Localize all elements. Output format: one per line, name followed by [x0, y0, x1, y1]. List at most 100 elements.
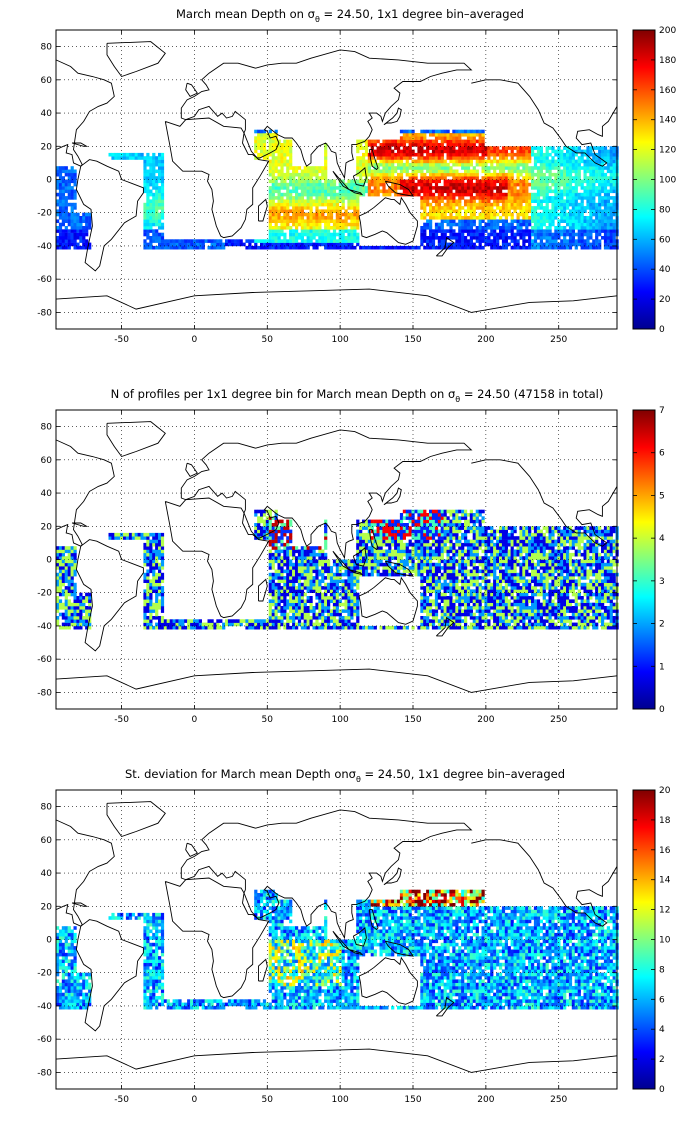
data-cell — [466, 222, 471, 227]
data-cell — [155, 159, 159, 164]
data-cell — [612, 159, 616, 164]
data-cell — [362, 566, 366, 570]
data-cell — [160, 186, 165, 190]
data-cell — [347, 616, 351, 620]
data-cell — [353, 582, 357, 587]
data-cell — [146, 169, 150, 174]
data-cell — [271, 562, 275, 567]
data-cell — [516, 245, 520, 250]
data-cell — [344, 245, 348, 250]
data-cell — [580, 179, 584, 184]
data-cell — [335, 602, 339, 607]
data-cell — [187, 245, 191, 250]
data-cell — [356, 209, 360, 213]
data-cell — [525, 202, 529, 207]
data-cell — [420, 146, 424, 150]
data-cell — [504, 179, 508, 184]
data-cell — [446, 139, 450, 144]
data-cell — [204, 625, 208, 630]
data-cell — [297, 236, 302, 240]
data-cell — [341, 242, 345, 247]
data-cell — [496, 242, 500, 247]
data-cell — [70, 612, 74, 617]
data-cell — [568, 216, 573, 220]
data-cell — [519, 245, 523, 250]
data-cell — [341, 236, 345, 240]
data-cell — [496, 162, 500, 167]
data-cell — [571, 176, 575, 180]
data-cell — [548, 239, 552, 243]
data-cell — [449, 149, 453, 154]
data-cell — [158, 586, 162, 590]
data-cell — [315, 242, 319, 247]
data-cell — [295, 625, 299, 630]
data-cell — [309, 602, 313, 607]
data-cell — [312, 222, 316, 227]
data-cell — [152, 586, 156, 590]
data-cell — [324, 146, 328, 150]
data-cell — [292, 169, 296, 174]
data-cell — [606, 219, 610, 223]
data-cell — [306, 196, 310, 200]
data-cell — [210, 239, 214, 243]
data-cell — [85, 592, 89, 597]
data-cell — [568, 166, 573, 170]
data-cell — [443, 212, 447, 217]
data-cell — [513, 179, 517, 184]
data-cell — [466, 149, 471, 154]
data-cell — [408, 162, 412, 167]
data-cell — [362, 559, 366, 564]
data-cell — [149, 542, 153, 547]
data-cell — [423, 176, 427, 180]
data-cell — [571, 159, 575, 164]
data-cell — [169, 619, 173, 623]
data-cell — [513, 162, 517, 167]
data-cell — [461, 206, 465, 210]
data-cell — [440, 152, 444, 157]
data-cell — [458, 242, 462, 247]
data-cell — [598, 232, 602, 237]
data-cell — [318, 596, 322, 600]
data-cell — [598, 172, 602, 177]
data-cell — [117, 156, 121, 160]
data-cell — [513, 182, 517, 187]
data-cell — [402, 182, 406, 187]
data-cell — [254, 532, 258, 537]
data-cell — [429, 236, 433, 240]
data-cell — [146, 162, 150, 167]
data-cell — [152, 606, 156, 610]
data-cell — [166, 619, 170, 623]
data-cell — [568, 209, 573, 213]
data-cell — [152, 532, 156, 537]
data-cell — [554, 239, 558, 243]
data-cell — [318, 582, 322, 587]
data-cell — [545, 242, 549, 247]
data-cell — [306, 576, 310, 580]
data-cell — [149, 532, 153, 537]
data-cell — [271, 599, 275, 603]
data-cell — [149, 179, 153, 184]
data-cell — [338, 569, 342, 574]
data-cell — [566, 216, 570, 220]
data-cell — [332, 222, 337, 227]
data-cell — [364, 526, 369, 530]
data-cell — [300, 192, 304, 197]
data-cell — [318, 579, 322, 583]
data-cell — [528, 242, 532, 247]
data-cell — [283, 192, 287, 197]
data-cell — [318, 599, 322, 603]
data-cell — [300, 179, 304, 184]
data-cell — [528, 245, 532, 250]
data-cell — [280, 159, 284, 164]
data-cell — [493, 202, 497, 207]
data-cell — [61, 549, 65, 554]
data-cell — [373, 179, 377, 184]
data-cell — [283, 182, 287, 187]
data-cell — [519, 196, 523, 200]
data-cell — [519, 179, 523, 184]
data-cell — [303, 559, 307, 564]
data-cell — [490, 152, 494, 157]
data-cell — [149, 552, 153, 557]
data-cell — [73, 562, 77, 567]
data-cell — [295, 566, 299, 570]
